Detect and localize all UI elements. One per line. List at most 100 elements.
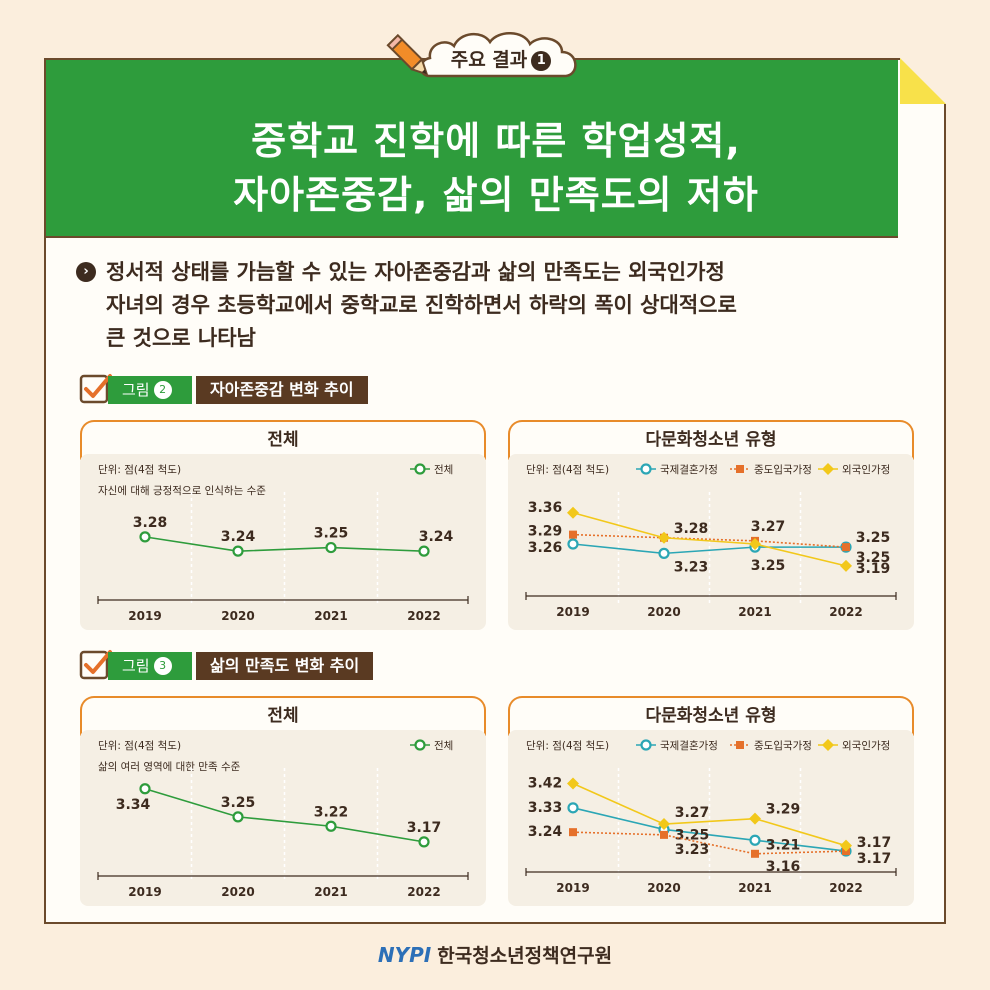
unit-label: 단위: 점(4점 척도) [98,739,181,752]
chart-panel-life-satisfaction-total: 전체 단위: 점(4점 척도) 삶의 여러 영역에 대한 만족 수준 전체 2019 2… [80,696,486,906]
data-label: 3.21 [766,837,801,853]
figure-tag: 그림 2 [108,376,192,404]
data-label: 3.28 [674,521,709,537]
data-label: 3.36 [528,500,563,516]
data-point [232,545,244,557]
x-tick-label: 2020 [221,609,254,623]
data-label: 3.33 [528,800,563,816]
figure-2-header: 그림 2 자아존중감 변화 추이 [78,370,458,410]
data-point [736,465,744,473]
data-point [414,739,426,751]
data-point [842,543,850,552]
pencil-icon [386,33,429,76]
data-label: 3.24 [221,529,256,545]
data-label: 3.24 [419,529,454,545]
data-label: 3.19 [856,561,891,577]
data-label: 3.25 [675,827,710,843]
legend-label: 국제결혼가정 [660,739,718,752]
data-point [736,741,744,749]
data-label: 3.22 [314,804,349,820]
data-point [418,836,430,848]
legend-label: 외국인가정 [842,740,890,752]
data-point [139,783,151,795]
data-label: 3.23 [675,842,710,858]
legend-label: 중도입국가정 [754,739,812,752]
org-name: 한국청소년정책연구원 [437,945,613,967]
legend-label: 국제결혼가정 [660,463,718,476]
data-point [840,559,852,572]
data-label: 3.17 [407,820,442,836]
series-line [572,807,847,852]
x-tick-label: 2020 [221,885,254,899]
series-line [572,543,846,555]
data-label: 3.25 [856,530,891,546]
legend-label: 중도입국가정 [754,463,812,476]
chart-note: 삶의 여러 영역에 대한 만족 수준 [98,761,241,773]
data-point [325,820,337,832]
data-label: 3.16 [766,859,801,875]
unit-label: 단위: 점(4점 척도) [98,463,181,476]
series-line [572,533,847,548]
x-tick-label: 2021 [738,881,771,895]
folded-corner [900,58,946,104]
data-point [567,802,579,814]
panel-title: 전체 [80,420,486,460]
data-label: 3.27 [751,519,786,535]
data-point [658,547,670,559]
data-point [658,531,670,544]
unit-label: 단위: 점(4점 척도) [526,739,609,752]
x-tick-label: 2022 [829,605,862,619]
panel-title: 다문화청소년 유형 [508,420,914,460]
data-label: 3.28 [133,515,168,531]
data-label: 3.26 [528,540,563,556]
data-point [325,541,337,554]
data-label: 3.34 [116,797,151,813]
series-line [144,787,425,843]
data-point [658,818,670,831]
legend-label: 전체 [434,464,453,476]
data-point [569,530,577,539]
data-label: 3.23 [674,559,709,575]
data-point [567,506,579,519]
data-point [640,739,652,751]
line-chart: 단위: 점(4점 척도) 국제결혼가정 중도입국가정 외국인가정 2019 2020 202… [525,739,897,895]
badge-number: 1 [531,51,552,71]
x-tick-label: 2019 [556,605,589,619]
data-point [822,463,834,475]
data-label: 3.25 [221,795,256,811]
chart-panel-self-esteem-types: 다문화청소년 유형 단위: 점(4점 척도) 국제결혼가정 중도입국가정 외국인가정 2… [508,420,914,630]
page-title: 중학교 진학에 따른 학업성적, 자아존중감, 삶의 만족도의 저하 [233,119,759,217]
data-label: 3.24 [528,824,563,840]
data-label: 3.17 [857,851,892,867]
series-line [572,782,847,847]
nypi-logo: NYPI [377,943,432,967]
unit-label: 단위: 점(4점 척도) [526,463,609,476]
series-line [144,536,425,552]
data-point [569,828,577,837]
badge-label: 주요 결과 1 [438,43,564,77]
data-label: 3.25 [751,558,786,574]
data-point [139,531,151,543]
x-tick-label: 2022 [407,609,440,623]
data-point [660,830,668,839]
chart-panel-self-esteem-total: 전체 단위: 점(4점 척도) 자신에 대해 긍정적으로 인식하는 수준 전체 201… [80,420,486,630]
data-point [640,463,652,475]
chart-panel-life-satisfaction-types: 다문화청소년 유형 단위: 점(4점 척도) 국제결혼가정 중도입국가정 외국인가정 2… [508,696,914,906]
panel-title: 다문화청소년 유형 [508,696,914,736]
data-point [567,777,579,790]
data-label: 3.29 [766,802,801,818]
title-banner [46,60,898,238]
legend-label: 전체 [434,740,453,752]
data-point [418,545,430,557]
x-tick-label: 2021 [738,605,771,619]
data-label: 3.25 [856,550,891,566]
data-point [840,839,852,852]
x-tick-label: 2019 [556,881,589,895]
checkbox-icon [79,650,112,680]
x-tick-label: 2019 [128,885,161,899]
data-label: 3.17 [857,835,892,851]
x-tick-label: 2022 [829,881,862,895]
figure-3-header: 그림 3 삶의 만족도 변화 추이 [78,646,458,686]
figure-title: 삶의 만족도 변화 추이 [196,652,374,680]
